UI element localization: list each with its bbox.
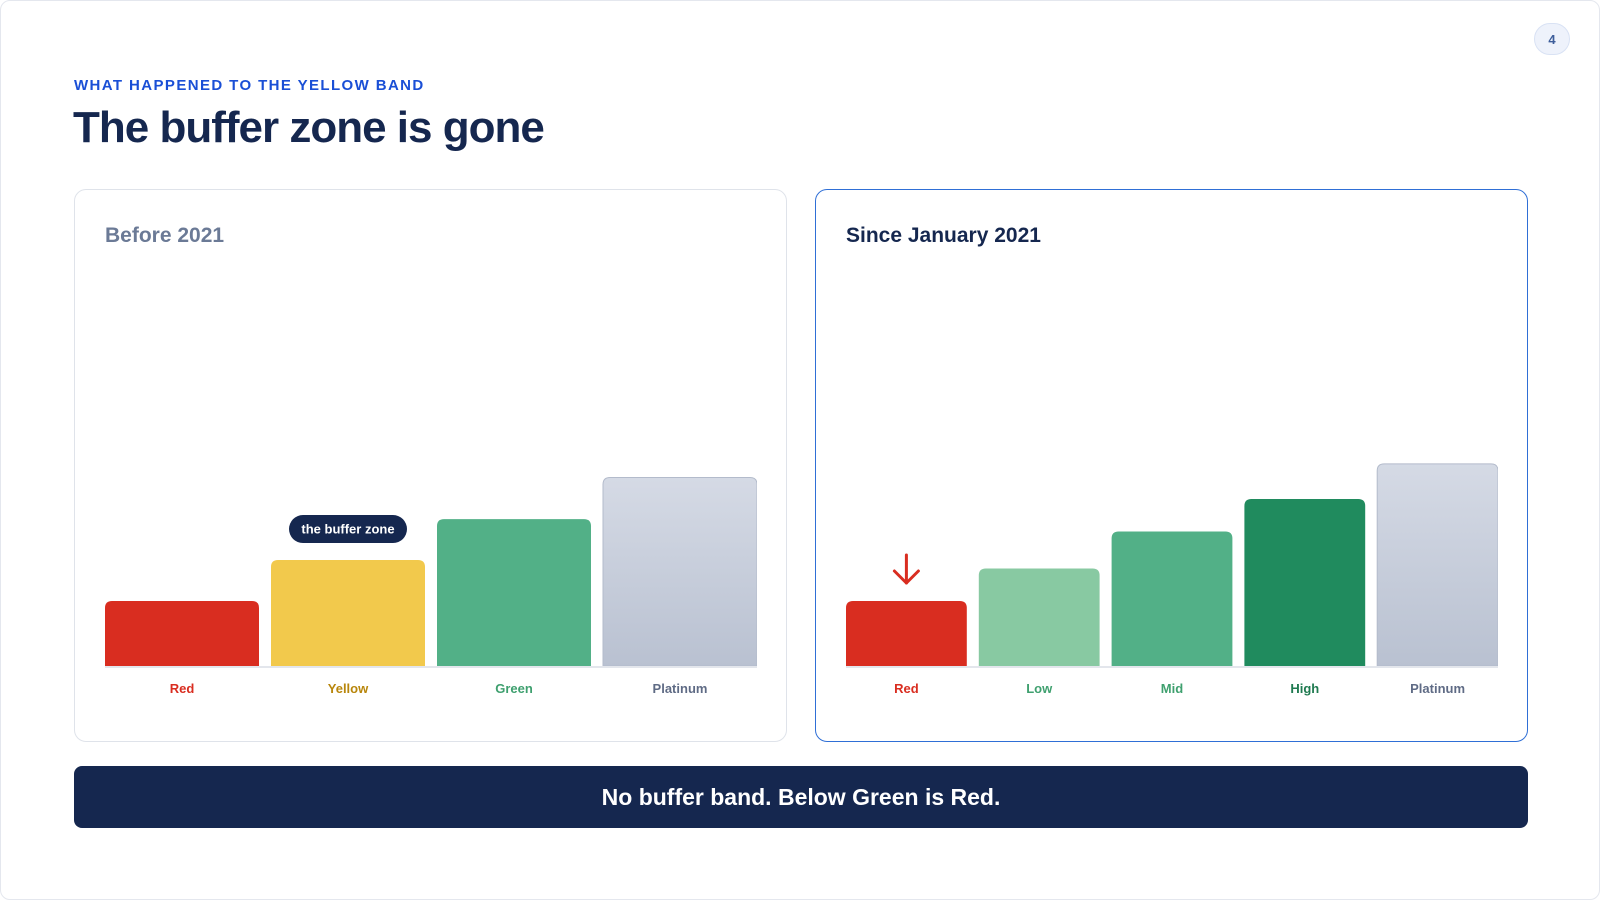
summary-banner: No buffer band. Below Green is Red. xyxy=(74,766,1528,828)
bar-green xyxy=(437,519,591,666)
tick-label-green: Green xyxy=(495,681,533,696)
tick-label-low: Low xyxy=(1026,681,1053,696)
page-title: The buffer zone is gone xyxy=(73,103,545,152)
before-2021-card: Before 2021 Red Yellow the buffer zone Gree… xyxy=(74,189,787,742)
bar-red xyxy=(105,601,259,666)
before-2021-chart-svg: Red Yellow the buffer zone Green Platinum xyxy=(105,477,757,696)
since-2021-card: Since January 2021 Red Low Mid High Platinum xyxy=(815,189,1528,742)
bar-high xyxy=(1244,498,1366,666)
before-2021-chart: Red Yellow the buffer zone Green Platinum xyxy=(105,250,757,720)
callout-pill xyxy=(289,515,407,544)
bar-platinum xyxy=(602,477,757,667)
tick-label-mid: Mid xyxy=(1161,681,1183,696)
tick-label-high: High xyxy=(1290,681,1319,696)
tick-label-platinum: Platinum xyxy=(653,681,708,696)
bar-mid xyxy=(1111,531,1233,666)
buffer-zone-callout: the buffer zone xyxy=(289,515,407,544)
since-2021-chart-svg: Red Low Mid High Platinum xyxy=(846,463,1498,696)
eyebrow-label: WHAT HAPPENED TO THE YELLOW BAND xyxy=(74,77,425,94)
tick-label-red: Red xyxy=(894,681,919,696)
bar-low xyxy=(978,568,1100,666)
bar-yellow xyxy=(271,560,425,666)
since-2021-chart: Red Low Mid High Platinum xyxy=(846,250,1498,720)
page-number-badge: 4 xyxy=(1534,23,1570,55)
tick-label-platinum: Platinum xyxy=(1410,681,1465,696)
bar-red xyxy=(846,601,967,666)
tick-label-red: Red xyxy=(170,681,195,696)
tick-label-yellow: Yellow xyxy=(328,681,369,696)
before-2021-title: Before 2021 xyxy=(105,224,225,247)
bar-platinum xyxy=(1376,463,1498,667)
arrow-down-icon xyxy=(892,553,920,585)
callout-text: the buffer zone xyxy=(301,522,394,537)
since-2021-title: Since January 2021 xyxy=(846,224,1041,247)
